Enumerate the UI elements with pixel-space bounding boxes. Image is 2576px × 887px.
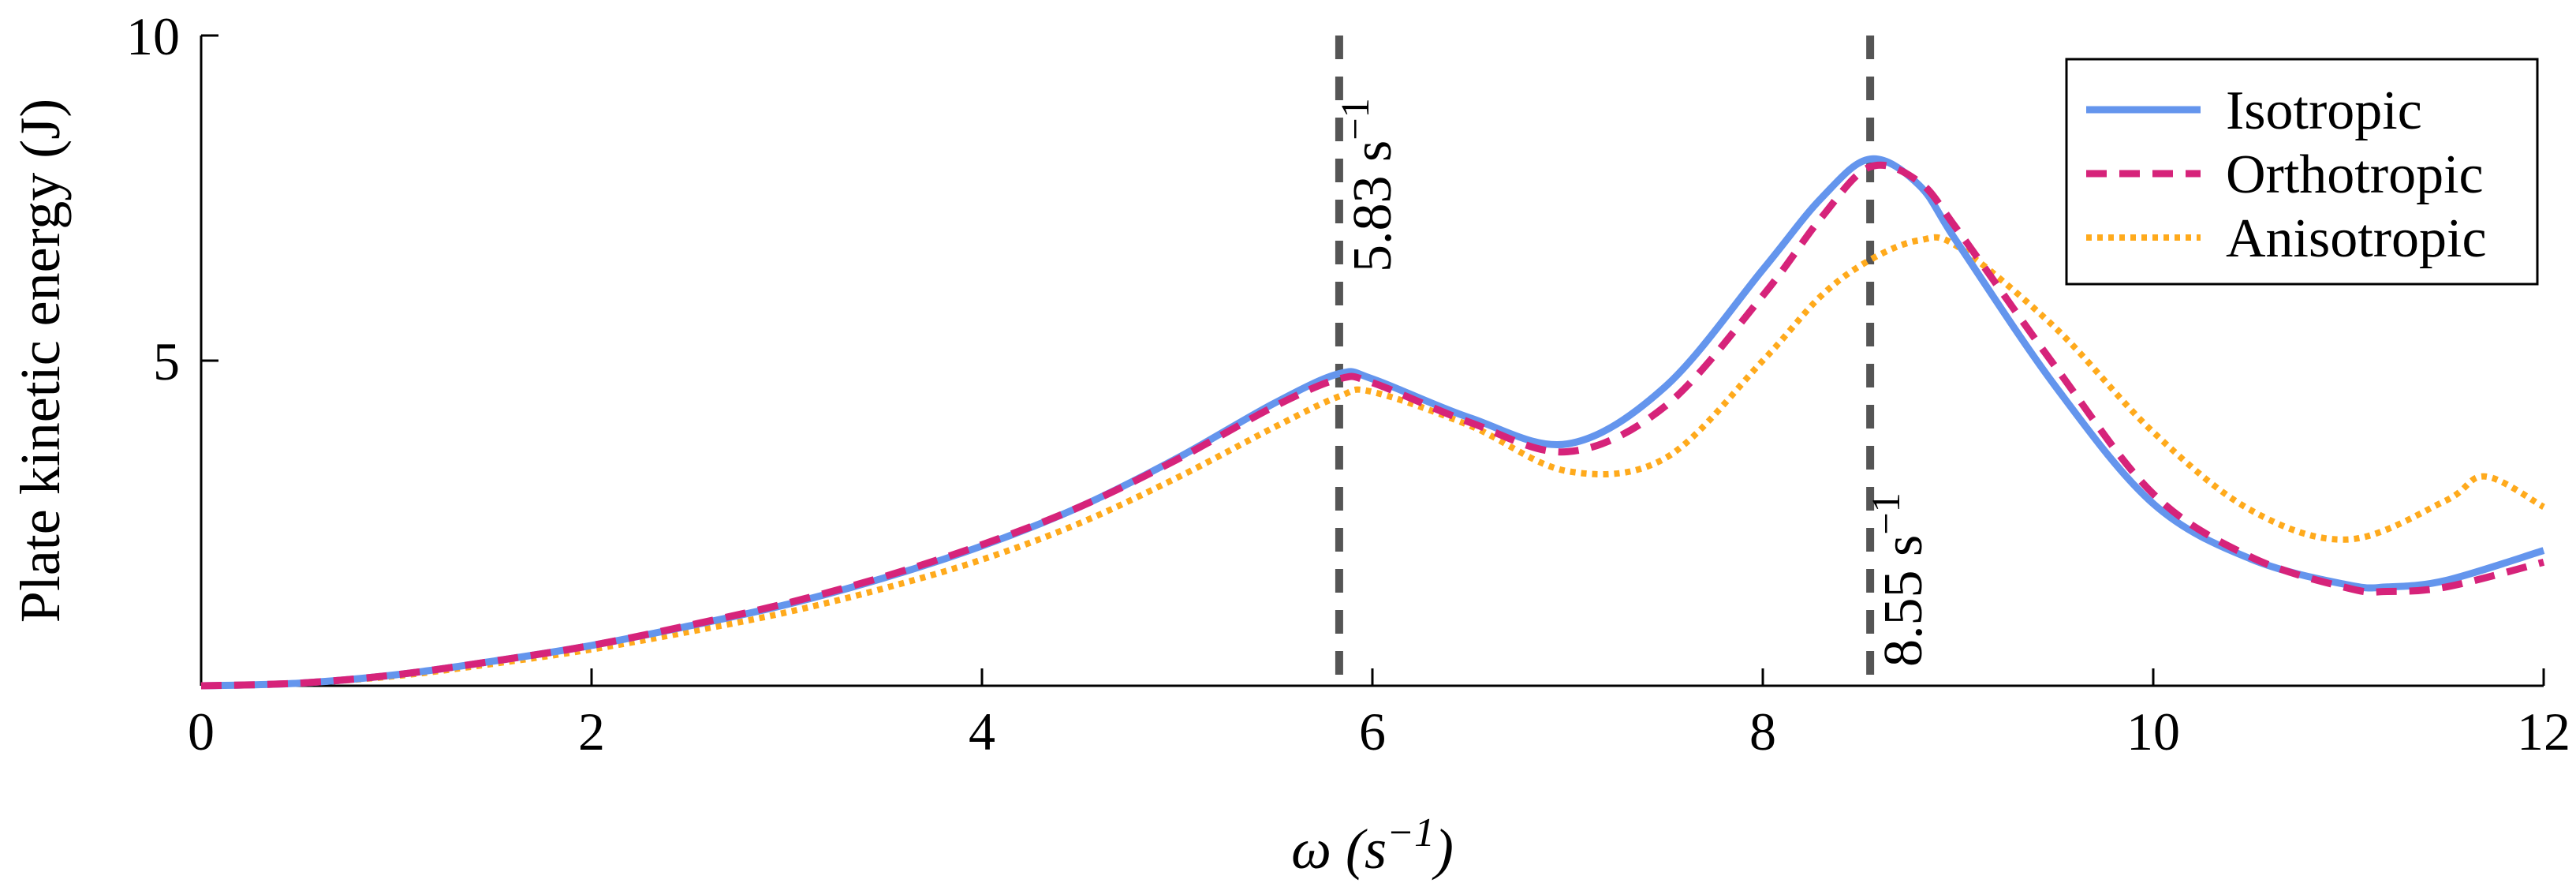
series-line-orthotropic (200, 161, 2545, 690)
series-group (200, 155, 2545, 690)
x-tick-label: 8 (1749, 702, 1776, 762)
legend-label-anisotropic: Anisotropic (2226, 208, 2487, 269)
series-line-anisotropic (200, 234, 2545, 689)
x-tick-label: 6 (1359, 702, 1386, 762)
x-tick-label: 12 (2517, 702, 2570, 762)
y-ticks: 5 10 (126, 6, 218, 391)
reference-line-label: 8.55 s−1 (1864, 492, 1934, 667)
y-tick-label: 5 (153, 331, 180, 391)
legend-box (2065, 58, 2539, 286)
x-axis-label: ω (s−1) (1291, 810, 1454, 881)
legend-label-orthotropic: Orthotropic (2226, 144, 2484, 205)
reference-lines: 5.83 s−1 8.55 s−1 (1333, 36, 1934, 686)
y-tick-label: 10 (126, 6, 180, 66)
legend-label-isotropic: Isotropic (2226, 80, 2422, 141)
x-tick-label: 4 (969, 702, 995, 762)
x-tick-label: 10 (2126, 702, 2180, 762)
x-tick-label: 0 (188, 702, 215, 762)
y-axis-label: Plate kinetic energy (J) (9, 99, 72, 623)
x-ticks: 0 2 4 6 8 10 12 (188, 668, 2570, 762)
x-tick-label: 2 (578, 702, 605, 762)
reference-line-label: 5.83 s−1 (1333, 98, 1403, 272)
